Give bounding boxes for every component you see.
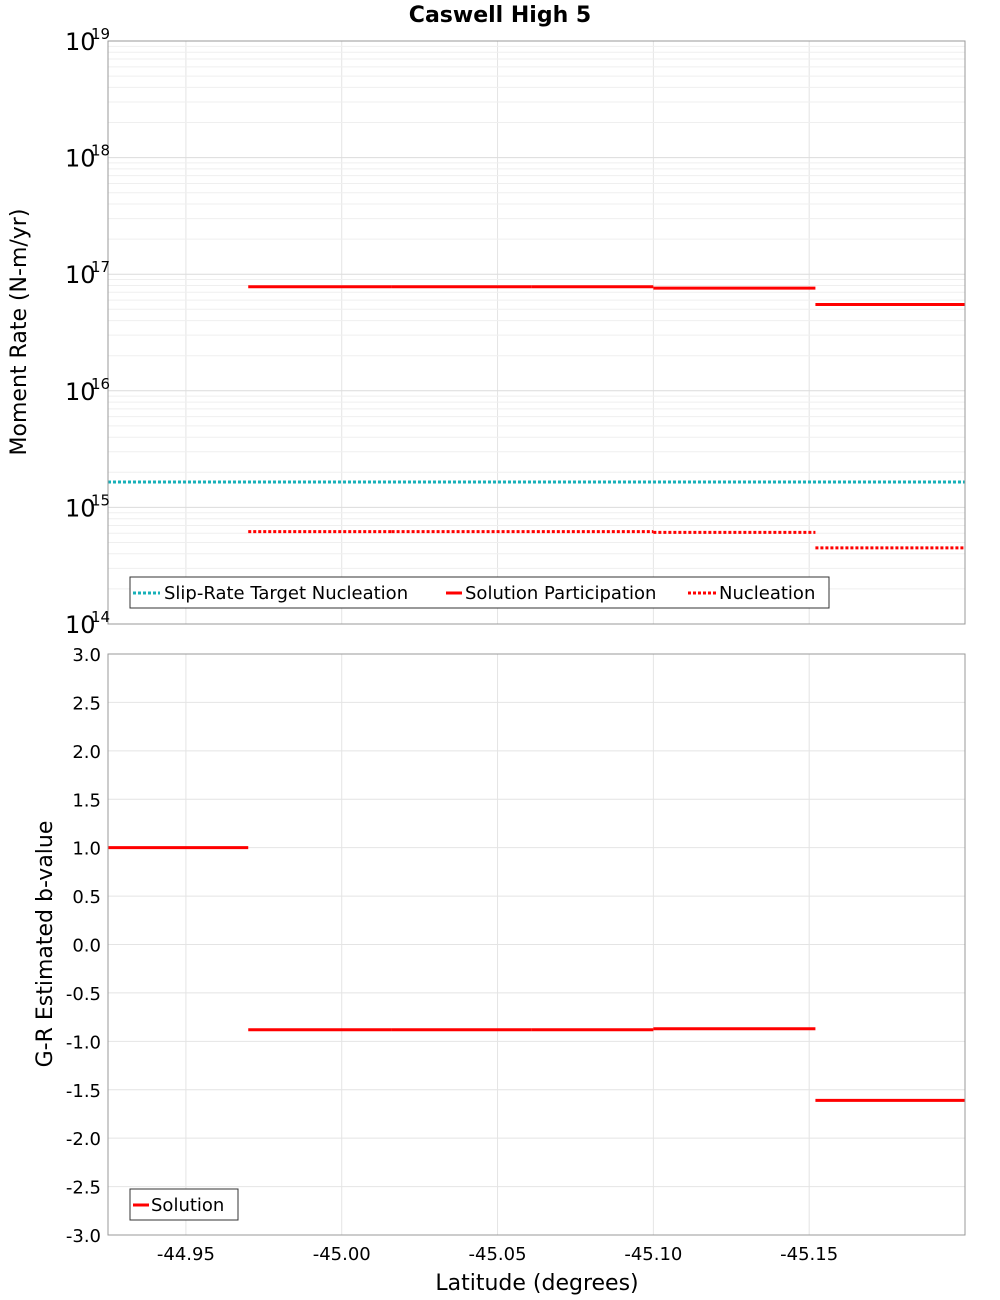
top-legend: Slip-Rate Target Nucleation Solution Par… (129, 576, 830, 609)
top-y-tick-base: 10 (65, 611, 96, 639)
top-plot-area (108, 41, 965, 624)
top-y-tick-base: 10 (65, 494, 96, 522)
top-y-tick-exponent: 16 (91, 375, 110, 393)
top-y-tick-exponent: 18 (91, 142, 110, 160)
x-tick-label: -44.95 (157, 1244, 215, 1265)
bottom-y-tick-label: 0.0 (72, 936, 101, 957)
legend-label-slip-rate-target: Slip-Rate Target Nucleation (164, 583, 408, 604)
legend-label-solution-participation: Solution Participation (465, 583, 656, 604)
x-axis-title: Latitude (degrees) (435, 1271, 638, 1296)
bottom-series (108, 846, 965, 1102)
top-plot-border (107, 40, 966, 625)
bottom-y-tick-label: 2.0 (72, 742, 101, 763)
x-tick-label: -45.00 (313, 1244, 371, 1265)
top-y-tick-exponent: 15 (91, 491, 110, 509)
x-tick-label: -45.15 (780, 1244, 838, 1265)
bottom-y-tick-label: -1.0 (66, 1032, 101, 1053)
bottom-plot-border (107, 653, 966, 1236)
x-tick-label: -45.05 (469, 1244, 527, 1265)
top-y-tick-base: 10 (65, 378, 96, 406)
bottom-y-tick-label: -0.5 (66, 984, 101, 1005)
b-value-panel: 3.0 2.5 2.0 1.5 1.0 0.5 0.0 -0.5 -1.0 -1.5 -2.0 -2.… (33, 645, 966, 1296)
top-y-tick-exponent: 17 (91, 258, 110, 276)
bottom-y-tick-label: 3.0 (72, 645, 101, 666)
legend-label-solution: Solution (151, 1195, 224, 1216)
x-tick-label: -45.10 (624, 1244, 682, 1265)
bottom-y-tick-label: 2.5 (72, 693, 101, 714)
bottom-y-axis-title: G-R Estimated b-value (33, 821, 58, 1068)
bottom-y-tick-label: 1.0 (72, 839, 101, 860)
top-y-tick-base: 10 (65, 261, 96, 289)
x-tick-labels: -44.95 -45.00 -45.05 -45.10 -45.15 (157, 1244, 838, 1265)
top-y-axis-title: Moment Rate (N-m/yr) (7, 209, 32, 456)
top-grid (108, 41, 965, 625)
bottom-y-tick-labels: 3.0 2.5 2.0 1.5 1.0 0.5 0.0 -0.5 -1.0 -1.5 -2.0 -2.… (66, 645, 101, 1247)
top-y-tick-exponent: 19 (91, 25, 110, 43)
top-legend-box (129, 576, 830, 609)
bottom-y-tick-label: -2.0 (66, 1129, 101, 1150)
bottom-y-tick-label: -1.5 (66, 1081, 101, 1102)
chart-title: Caswell High 5 (409, 3, 591, 28)
bottom-y-tick-label: -2.5 (66, 1178, 101, 1199)
bottom-y-tick-label: -3.0 (66, 1226, 101, 1247)
bottom-y-tick-label: 1.5 (72, 790, 101, 811)
top-series (108, 285, 965, 550)
bottom-legend: Solution (129, 1188, 239, 1221)
top-y-tick-exponent: 14 (91, 608, 110, 626)
bottom-y-tick-label: 0.5 (72, 887, 101, 908)
top-y-tick-base: 10 (65, 145, 96, 173)
legend-label-nucleation: Nucleation (719, 583, 815, 604)
top-y-tick-base: 10 (65, 28, 96, 56)
